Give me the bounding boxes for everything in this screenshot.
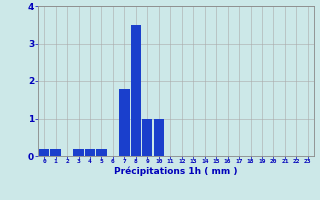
Bar xyxy=(73,148,84,156)
Bar xyxy=(96,148,107,156)
Bar xyxy=(51,148,61,156)
Bar xyxy=(39,148,49,156)
Bar xyxy=(142,118,153,156)
Bar xyxy=(154,118,164,156)
Bar xyxy=(119,88,130,156)
Bar xyxy=(131,25,141,156)
Bar xyxy=(85,148,95,156)
X-axis label: Précipitations 1h ( mm ): Précipitations 1h ( mm ) xyxy=(114,167,238,176)
